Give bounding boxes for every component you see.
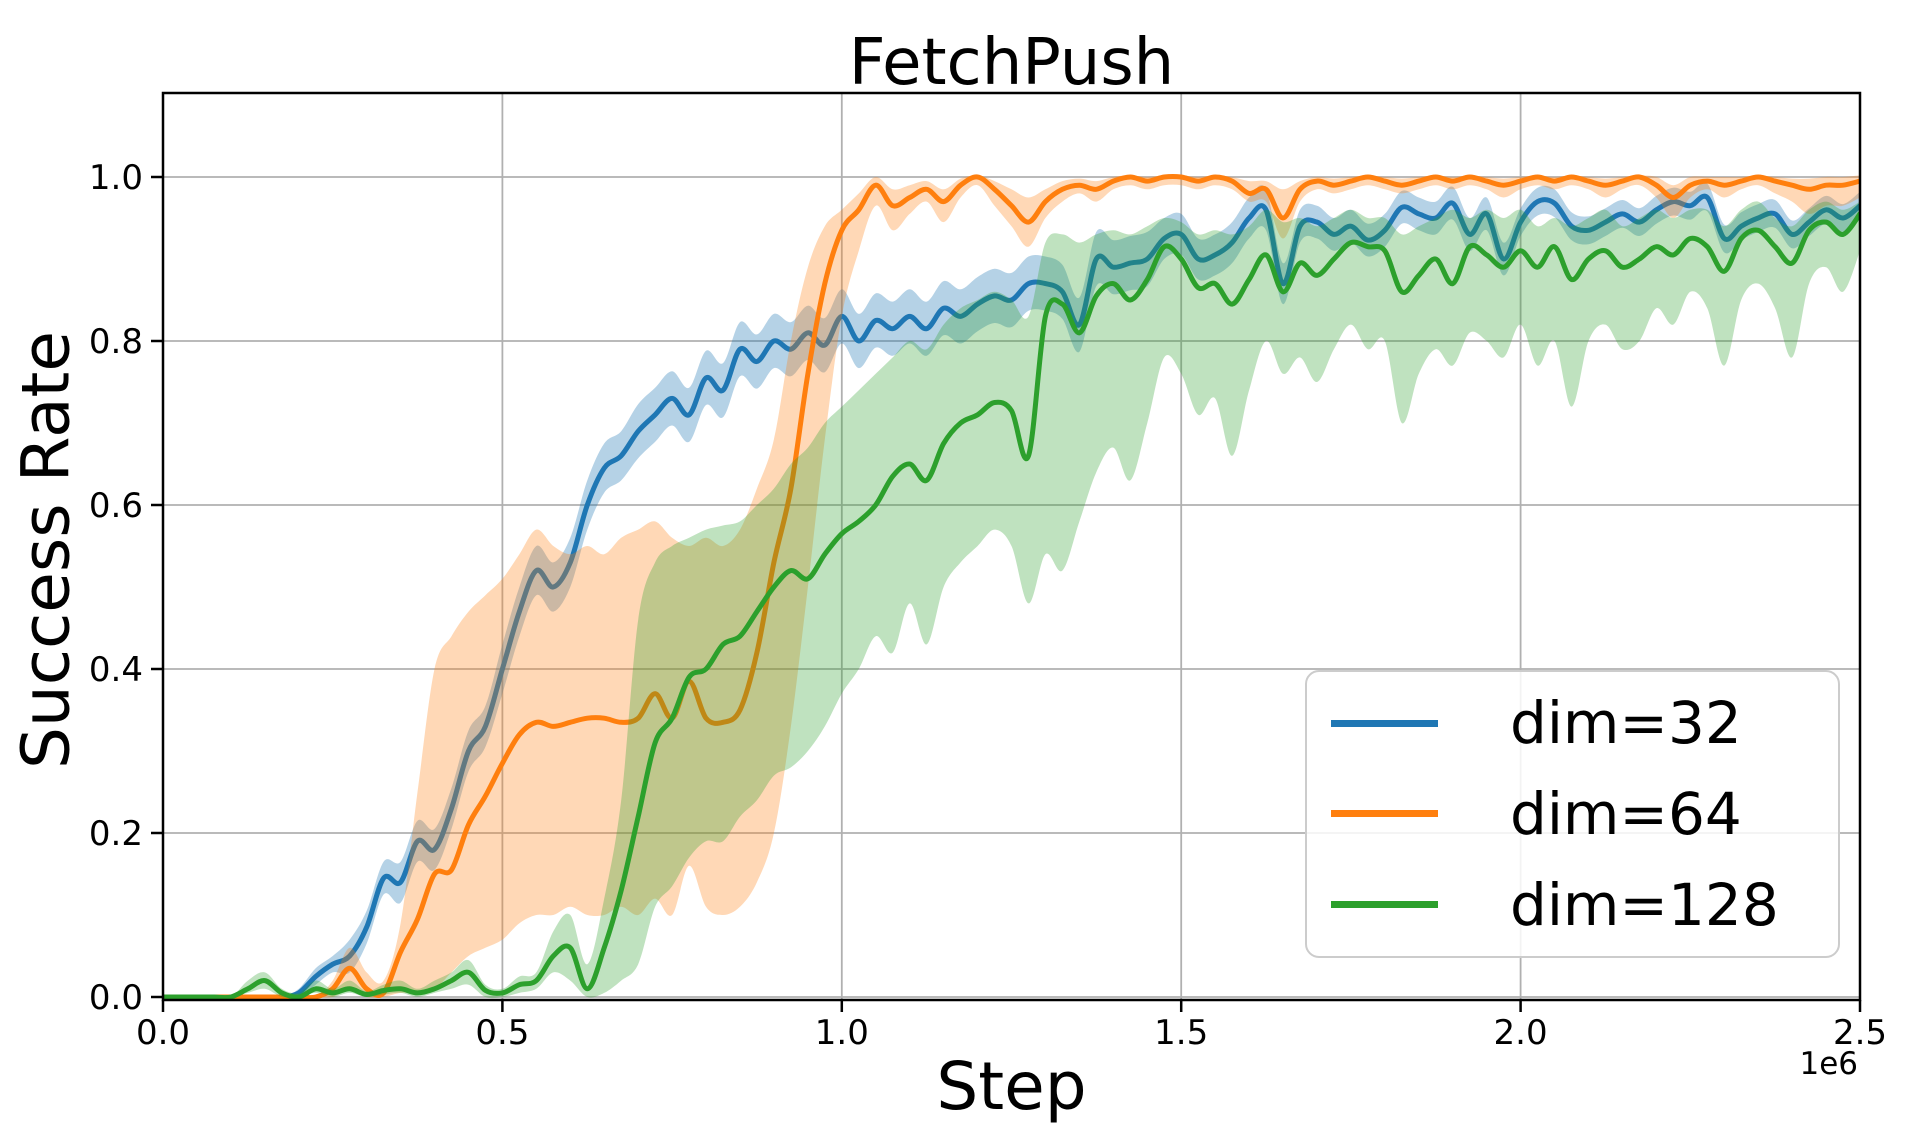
legend: dim=32 dim=64 dim=128 [1305, 670, 1840, 958]
legend-item: dim=32 [1307, 679, 1838, 767]
y-tick-label: 0.4 [89, 650, 143, 690]
legend-swatch-line [1331, 719, 1438, 727]
chart-title: FetchPush [848, 26, 1175, 100]
legend-swatch-line [1331, 901, 1438, 909]
confidence-band-dim=128 [163, 201, 1860, 999]
axes-spines [161, 91, 1862, 1002]
y-axis-label: Success Rate [7, 331, 85, 769]
legend-label: dim=128 [1510, 870, 1779, 939]
mean-line-dim=128 [163, 211, 1860, 1000]
y-tick-label: 0.8 [89, 322, 143, 362]
confidence-band-dim=64 [163, 175, 1860, 999]
mean-line-dim=32 [163, 193, 1860, 1000]
series-group [163, 173, 1860, 1000]
legend-label: dim=64 [1510, 779, 1742, 848]
x-tick-label: 0.0 [136, 1013, 190, 1053]
x-tick-label: 2.5 [1833, 1013, 1887, 1053]
x-tick-label: 1.5 [1154, 1013, 1208, 1053]
x-axis-label: Step [936, 1048, 1087, 1125]
mean-line-dim=64 [163, 173, 1860, 1000]
x-tick-label: 2.0 [1494, 1013, 1548, 1053]
y-tick-label: 1.0 [89, 158, 143, 198]
legend-swatch-line [1331, 810, 1438, 818]
y-tick-label: 0.2 [89, 814, 143, 854]
x-axis-offset-label: 1e6 [1799, 1046, 1858, 1082]
legend-item: dim=64 [1307, 770, 1838, 858]
ticks: 0.0 0.5 1.0 1.5 2.0 2.5 0.0 0.2 0.4 0.6 0.8 1.0 [89, 158, 1887, 1053]
y-tick-label: 0.6 [89, 486, 143, 526]
x-tick-label: 0.5 [475, 1013, 529, 1053]
x-tick-label: 1.0 [815, 1013, 869, 1053]
legend-label: dim=32 [1510, 689, 1742, 758]
legend-item: dim=128 [1307, 861, 1838, 949]
y-tick-label: 0.0 [89, 978, 143, 1018]
